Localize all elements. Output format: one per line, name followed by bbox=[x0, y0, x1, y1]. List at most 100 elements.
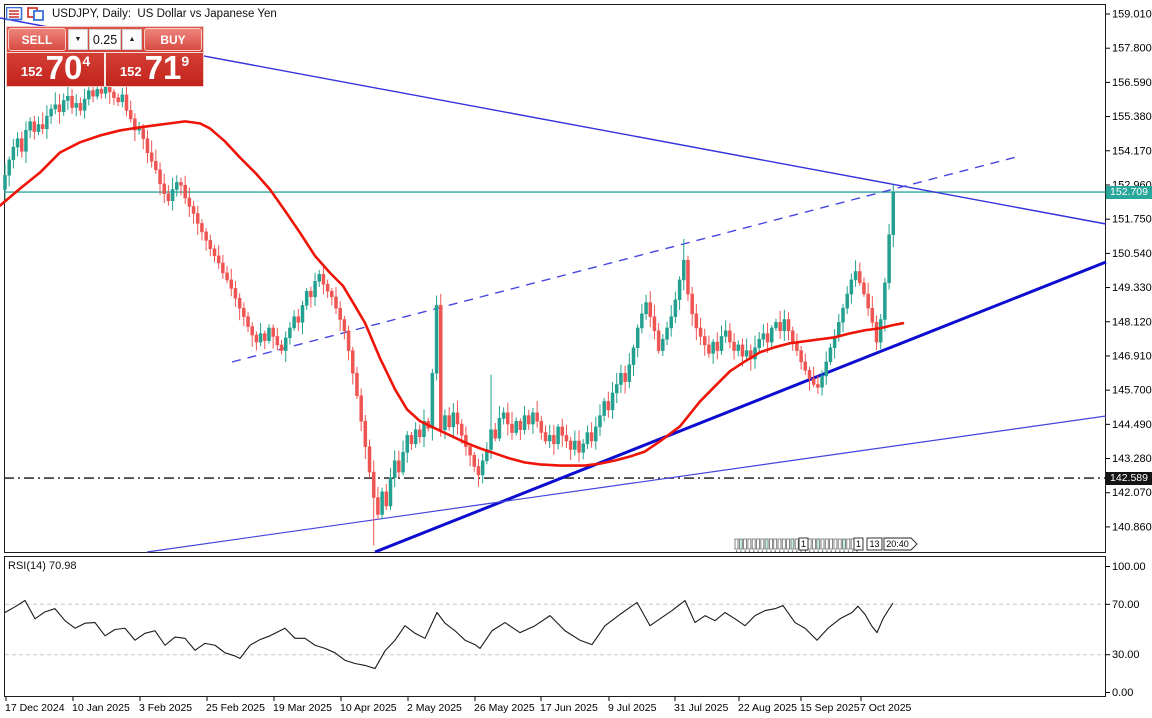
candle-body bbox=[702, 336, 707, 346]
rsi-indicator-label: RSI(14) 70.98 bbox=[8, 560, 77, 572]
candle-body bbox=[208, 240, 213, 250]
candle-body bbox=[254, 334, 259, 343]
buy-price-display[interactable]: 152 71 9 bbox=[106, 51, 203, 86]
mini-strip-dot bbox=[757, 550, 759, 552]
time-tag bbox=[883, 537, 918, 551]
candle-body bbox=[661, 339, 665, 351]
candle-body bbox=[70, 95, 74, 108]
mini-strip-bar bbox=[769, 538, 773, 550]
candle-body bbox=[183, 185, 187, 199]
candle-body bbox=[124, 94, 129, 111]
mini-strip-bar bbox=[764, 538, 769, 550]
mini-strip-dot bbox=[809, 550, 811, 552]
candle-body bbox=[275, 336, 280, 346]
candle-body bbox=[715, 341, 720, 351]
candle-body bbox=[233, 288, 238, 299]
mini-strip-dot bbox=[847, 550, 849, 552]
candle-body bbox=[480, 460, 485, 476]
candle-body bbox=[468, 446, 472, 456]
candle-body bbox=[338, 307, 342, 320]
candle-body bbox=[149, 152, 154, 162]
candle-body bbox=[673, 299, 678, 317]
candle-body bbox=[242, 307, 246, 317]
candle-body bbox=[627, 364, 632, 382]
candle-body bbox=[686, 259, 690, 295]
candle-body bbox=[154, 160, 158, 170]
candle-body bbox=[313, 281, 317, 298]
candle-body bbox=[45, 115, 49, 129]
candle-body bbox=[459, 423, 464, 436]
price-axis-label: 150.540 bbox=[1112, 248, 1152, 260]
rsi-line[interactable] bbox=[4, 599, 894, 670]
candle-body bbox=[476, 466, 481, 476]
candle-body bbox=[451, 412, 456, 428]
candle-body bbox=[828, 347, 833, 363]
mini-strip-dot bbox=[822, 550, 824, 552]
candle-body bbox=[170, 189, 175, 202]
candle-body bbox=[434, 305, 439, 374]
candle-body bbox=[250, 326, 254, 336]
mini-strip-dot bbox=[800, 550, 802, 552]
candle-body bbox=[640, 313, 644, 329]
mini-strip-dot bbox=[830, 550, 832, 552]
candle-body bbox=[514, 420, 518, 433]
spread-value-field[interactable]: 0.25 bbox=[89, 29, 121, 50]
sell-button[interactable]: SELL bbox=[8, 28, 66, 51]
mini-strip-bar bbox=[837, 538, 842, 550]
candle-body bbox=[371, 471, 376, 498]
candle-body bbox=[418, 429, 422, 438]
date-axis-label: 17 Jun 2025 bbox=[540, 702, 598, 714]
candle-body bbox=[28, 121, 32, 131]
candle-body bbox=[518, 420, 523, 430]
ascending-support-thin[interactable] bbox=[146, 415, 1107, 553]
candle-body bbox=[539, 420, 544, 433]
candle-body bbox=[644, 302, 648, 315]
candle-body bbox=[556, 426, 560, 445]
candle-body bbox=[283, 337, 288, 351]
candle-body bbox=[707, 344, 711, 354]
candle-body bbox=[87, 90, 91, 100]
date-axis-label: 10 Jan 2025 bbox=[72, 702, 130, 714]
candle-body bbox=[845, 293, 849, 309]
mini-strip-dot bbox=[839, 550, 841, 552]
spread-decrease-button[interactable]: ▼ bbox=[68, 29, 88, 50]
price-axis-label: 148.120 bbox=[1112, 316, 1152, 328]
candle-body bbox=[862, 282, 866, 295]
mini-strip-bar bbox=[816, 538, 821, 550]
candle-body bbox=[606, 401, 611, 411]
candle-body bbox=[891, 191, 896, 235]
candle-body bbox=[723, 330, 728, 337]
sell-price-display[interactable]: 152 70 4 bbox=[7, 51, 104, 86]
ascending-support-thick[interactable] bbox=[374, 260, 1107, 554]
candle-body bbox=[342, 319, 347, 332]
mini-strip-bar bbox=[760, 538, 765, 550]
candle-body bbox=[740, 344, 745, 357]
candle-body bbox=[841, 307, 845, 323]
candle-body bbox=[522, 415, 527, 430]
mini-strip-dot bbox=[826, 550, 828, 552]
candle-body bbox=[120, 94, 125, 103]
candle-body bbox=[610, 392, 615, 411]
candle-body bbox=[413, 429, 418, 445]
candle-body bbox=[137, 128, 141, 131]
depth-of-market-icon[interactable] bbox=[5, 6, 23, 21]
candle-body bbox=[568, 440, 573, 450]
date-axis-label: 26 May 2025 bbox=[474, 702, 535, 714]
buy-button[interactable]: BUY bbox=[144, 28, 202, 51]
candle-body bbox=[20, 138, 24, 152]
mini-strip-bar bbox=[790, 538, 795, 550]
mini-strip-dot bbox=[740, 550, 742, 552]
chart-symbol-icon[interactable] bbox=[27, 7, 44, 21]
candle-body bbox=[732, 341, 736, 351]
mini-strip-bar bbox=[842, 538, 846, 550]
moving-average-line[interactable] bbox=[0, 120, 905, 467]
candle-body bbox=[501, 412, 506, 419]
mini-strip-dot bbox=[770, 550, 772, 552]
candle-body bbox=[552, 435, 556, 445]
spread-increase-button[interactable]: ▲ bbox=[122, 29, 142, 50]
candle-body bbox=[216, 255, 221, 264]
ascending-dashed-trendline[interactable] bbox=[231, 155, 1021, 363]
buy-price-prefix: 152 bbox=[119, 64, 142, 79]
